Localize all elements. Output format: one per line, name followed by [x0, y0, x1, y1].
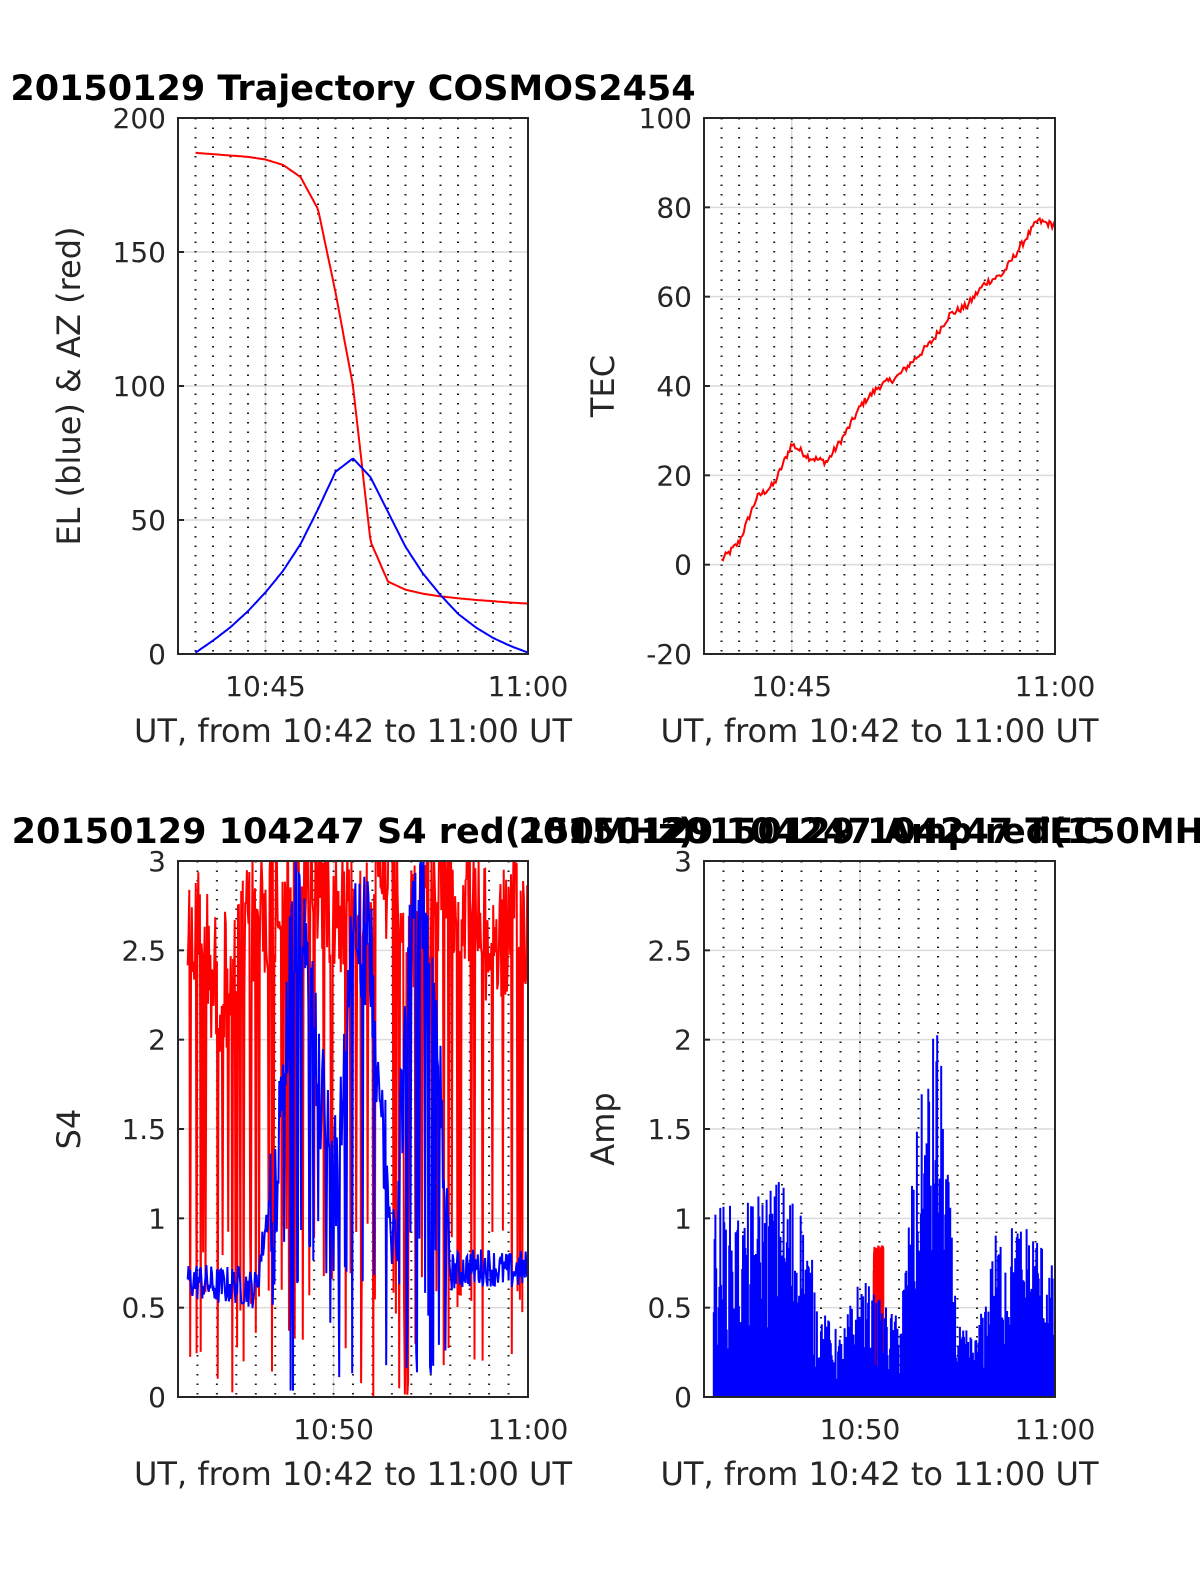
y-tick-label: 50	[130, 504, 166, 537]
chart-panel-4: 0 0.5 1 1.5 2 2.5 3 10:50 11:00 UT, from 10:42 to…	[519, 812, 1200, 1493]
y-tick-label: 0	[674, 549, 692, 582]
y-axis-label: Amp	[584, 1092, 622, 1165]
chart-panel-3: 0 0.5 1 1.5 2 2.5 3 10:50 11:00 UT, from 10:42 to…	[12, 812, 695, 1493]
chart-panel-2: -20 0 20 40 60 80 100 10:45 11:00 UT, from 10:42 …	[584, 102, 1099, 852]
x-axis-label: UT, from 10:42 to 11:00 UT	[134, 712, 572, 750]
y-axis-label: TEC	[584, 355, 622, 418]
series-line-2	[194, 457, 528, 654]
chart-title: 20150129 104247 S4 red(150MHz)	[12, 812, 695, 852]
y-tick-label: 3	[674, 845, 692, 878]
y-axis-label: EL (blue) & AZ (red)	[50, 226, 88, 545]
x-tick-label: 11:00	[488, 1413, 569, 1446]
series-line-2	[712, 1035, 1055, 1397]
series-line-1	[720, 216, 1055, 562]
y-tick-label: 1	[148, 1202, 166, 1235]
y-tick-label: 0.5	[647, 1292, 692, 1325]
y-tick-label: 2	[674, 1024, 692, 1057]
y-tick-label: 200	[113, 102, 166, 135]
x-tick-label: 10:50	[820, 1413, 901, 1446]
x-tick-label: 10:50	[293, 1413, 374, 1446]
y-tick-label: 20	[656, 459, 692, 492]
y-tick-label: 2	[148, 1024, 166, 1057]
y-tick-label: 2.5	[121, 934, 166, 967]
x-tick-label: 11:00	[488, 670, 569, 703]
y-axis-label: S4	[50, 1109, 88, 1150]
y-tick-label: 1.5	[647, 1113, 692, 1146]
y-tick-label: 3	[148, 845, 166, 878]
y-tick-label: 0.5	[121, 1292, 166, 1325]
y-tick-label: 100	[639, 102, 692, 135]
y-tick-label: 1.5	[121, 1113, 166, 1146]
y-tick-label: 100	[113, 370, 166, 403]
x-tick-label: 11:00	[1015, 1413, 1096, 1446]
x-tick-label: 11:00	[1015, 670, 1096, 703]
x-axis-label: UT, from 10:42 to 11:00 UT	[134, 1455, 572, 1493]
y-tick-label: 60	[656, 281, 692, 314]
series-group	[712, 1035, 1055, 1397]
chart-title: 20150129 Trajectory COSMOS2454	[10, 69, 695, 109]
x-tick-label: 10:45	[751, 670, 832, 703]
series-group	[194, 151, 528, 654]
x-axis-label: UT, from 10:42 to 11:00 UT	[661, 712, 1099, 750]
chart-title: 20150129 104247 TEC	[660, 812, 1099, 852]
chart-title: 20150129 104247 Amp red(150MHz)	[519, 812, 1200, 852]
x-axis-label: UT, from 10:42 to 11:00 UT	[661, 1455, 1099, 1493]
x-tick-label: 10:45	[225, 670, 306, 703]
y-tick-label: 80	[656, 191, 692, 224]
series-line-1	[195, 151, 528, 605]
y-tick-label: 0	[148, 1381, 166, 1414]
series-line-2	[186, 861, 528, 1391]
series-group	[186, 861, 528, 1397]
y-tick-label: 2.5	[647, 934, 692, 967]
y-tick-label: 0	[674, 1381, 692, 1414]
y-tick-label: 1	[674, 1202, 692, 1235]
series-line-1	[186, 861, 528, 1397]
y-tick-label: -20	[646, 638, 692, 671]
y-tick-label: 0	[148, 638, 166, 671]
y-tick-label: 40	[656, 370, 692, 403]
series-group	[720, 216, 1055, 562]
y-tick-label: 150	[113, 236, 166, 269]
